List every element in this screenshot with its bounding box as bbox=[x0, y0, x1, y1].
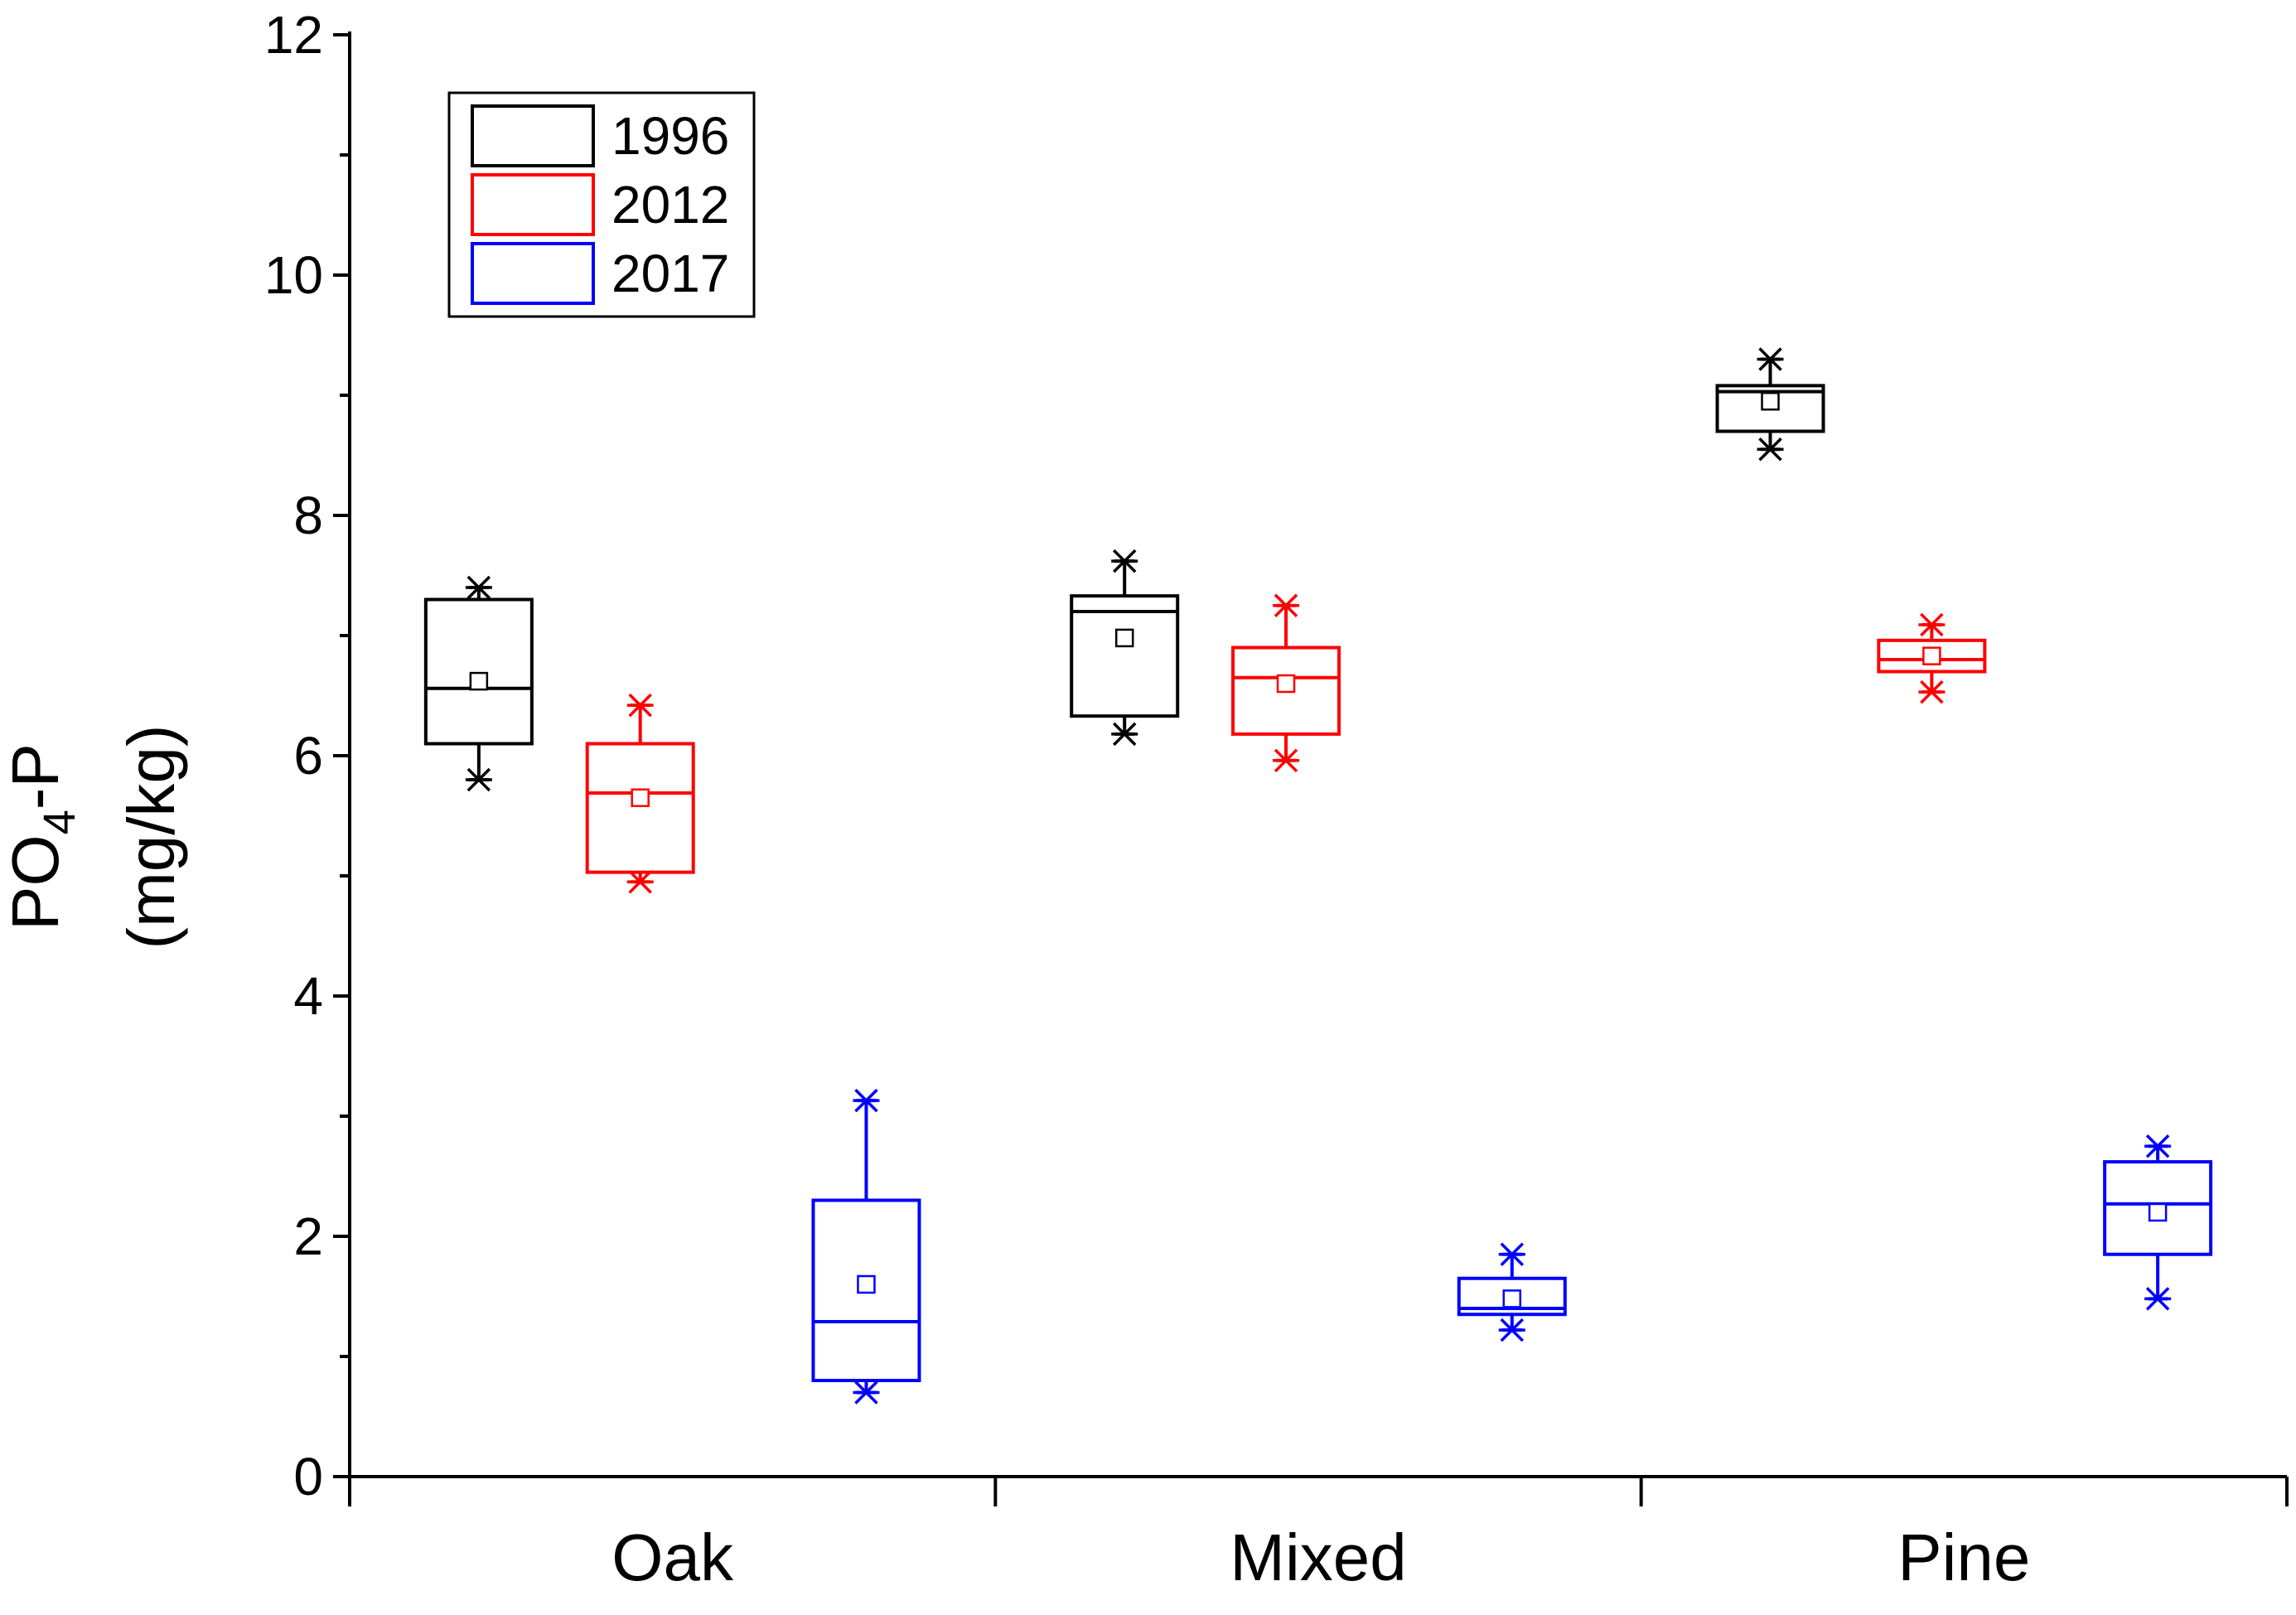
legend: 1996 2012 2017 bbox=[447, 91, 756, 318]
y-axis-title-unit: (mg/kg) bbox=[114, 724, 188, 949]
iqr-box bbox=[585, 742, 695, 874]
mean-marker bbox=[1922, 646, 1941, 665]
outlier-star bbox=[626, 693, 654, 718]
outlier-star bbox=[1273, 748, 1300, 773]
outlier-star bbox=[1111, 549, 1138, 573]
y-axis-title: PO4-P (mg/kg) bbox=[0, 724, 188, 949]
iqr-box bbox=[2103, 1160, 2213, 1256]
box-2012-mixed bbox=[1231, 593, 1341, 773]
iqr-box bbox=[1070, 594, 1180, 718]
outlier-star bbox=[1757, 347, 1784, 371]
outlier-star bbox=[1111, 722, 1138, 747]
mean-marker bbox=[857, 1274, 876, 1294]
outlier-star bbox=[626, 870, 654, 894]
box-2017-oak bbox=[811, 1088, 921, 1405]
iqr-box bbox=[423, 597, 534, 746]
plot-area bbox=[423, 347, 2213, 1405]
x-category-label: Oak bbox=[611, 1521, 734, 1594]
outlier-star bbox=[1273, 593, 1300, 617]
outlier-star bbox=[465, 575, 492, 600]
legend-swatch-2017 bbox=[471, 242, 595, 305]
y-tick-label: 2 bbox=[293, 1206, 323, 1266]
mean-marker bbox=[631, 788, 650, 807]
iqr-box bbox=[1877, 638, 1987, 674]
outlier-star bbox=[853, 1088, 880, 1113]
outlier-star bbox=[1918, 679, 1946, 704]
iqr-box bbox=[811, 1198, 921, 1382]
y-tick-label: 4 bbox=[293, 966, 323, 1026]
iqr-box bbox=[1231, 646, 1341, 736]
mean-marker bbox=[1502, 1289, 1522, 1308]
mean-marker bbox=[1761, 392, 1780, 411]
outlier-star bbox=[1498, 1318, 1525, 1342]
outlier-star bbox=[1498, 1242, 1525, 1266]
legend-swatch-1996 bbox=[471, 104, 595, 167]
legend-swatch-2012 bbox=[471, 173, 595, 236]
axes: 0 2 4 6 8 10 12 Oak Mixed Pine bbox=[264, 5, 2289, 1594]
box-1996-oak bbox=[423, 575, 534, 792]
outlier-star bbox=[1757, 438, 1784, 462]
mean-marker bbox=[1276, 674, 1296, 694]
legend-frame bbox=[447, 91, 756, 318]
box-2017-pine bbox=[2103, 1134, 2213, 1311]
y-tick-label: 0 bbox=[293, 1447, 323, 1506]
outlier-star bbox=[2144, 1134, 2172, 1158]
y-tick-label: 6 bbox=[293, 726, 323, 786]
iqr-box bbox=[1457, 1276, 1567, 1317]
box-1996-pine bbox=[1715, 347, 1825, 462]
iqr-box bbox=[1715, 384, 1825, 433]
y-tick-label: 12 bbox=[264, 5, 323, 65]
mean-marker bbox=[1114, 628, 1134, 648]
legend-label-2017: 2017 bbox=[611, 244, 729, 303]
legend-label-1996: 1996 bbox=[611, 106, 729, 166]
x-category-label: Pine bbox=[1897, 1521, 2030, 1594]
box-2017-mixed bbox=[1457, 1242, 1567, 1342]
outlier-star bbox=[2144, 1287, 2172, 1311]
mean-marker bbox=[2148, 1202, 2168, 1222]
box-2012-oak bbox=[585, 693, 695, 894]
legend-label-2012: 2012 bbox=[611, 175, 729, 235]
box-1996-mixed bbox=[1070, 549, 1180, 747]
outlier-star bbox=[465, 767, 492, 792]
box-2012-pine bbox=[1877, 612, 1987, 704]
y-tick-label: 8 bbox=[293, 486, 323, 545]
outlier-star bbox=[1918, 612, 1946, 637]
outlier-star bbox=[853, 1380, 880, 1405]
mean-marker bbox=[469, 671, 489, 691]
x-category-label: Mixed bbox=[1230, 1521, 1406, 1594]
y-tick-label: 10 bbox=[264, 245, 323, 305]
y-axis-title-main: PO4-P bbox=[0, 743, 85, 931]
